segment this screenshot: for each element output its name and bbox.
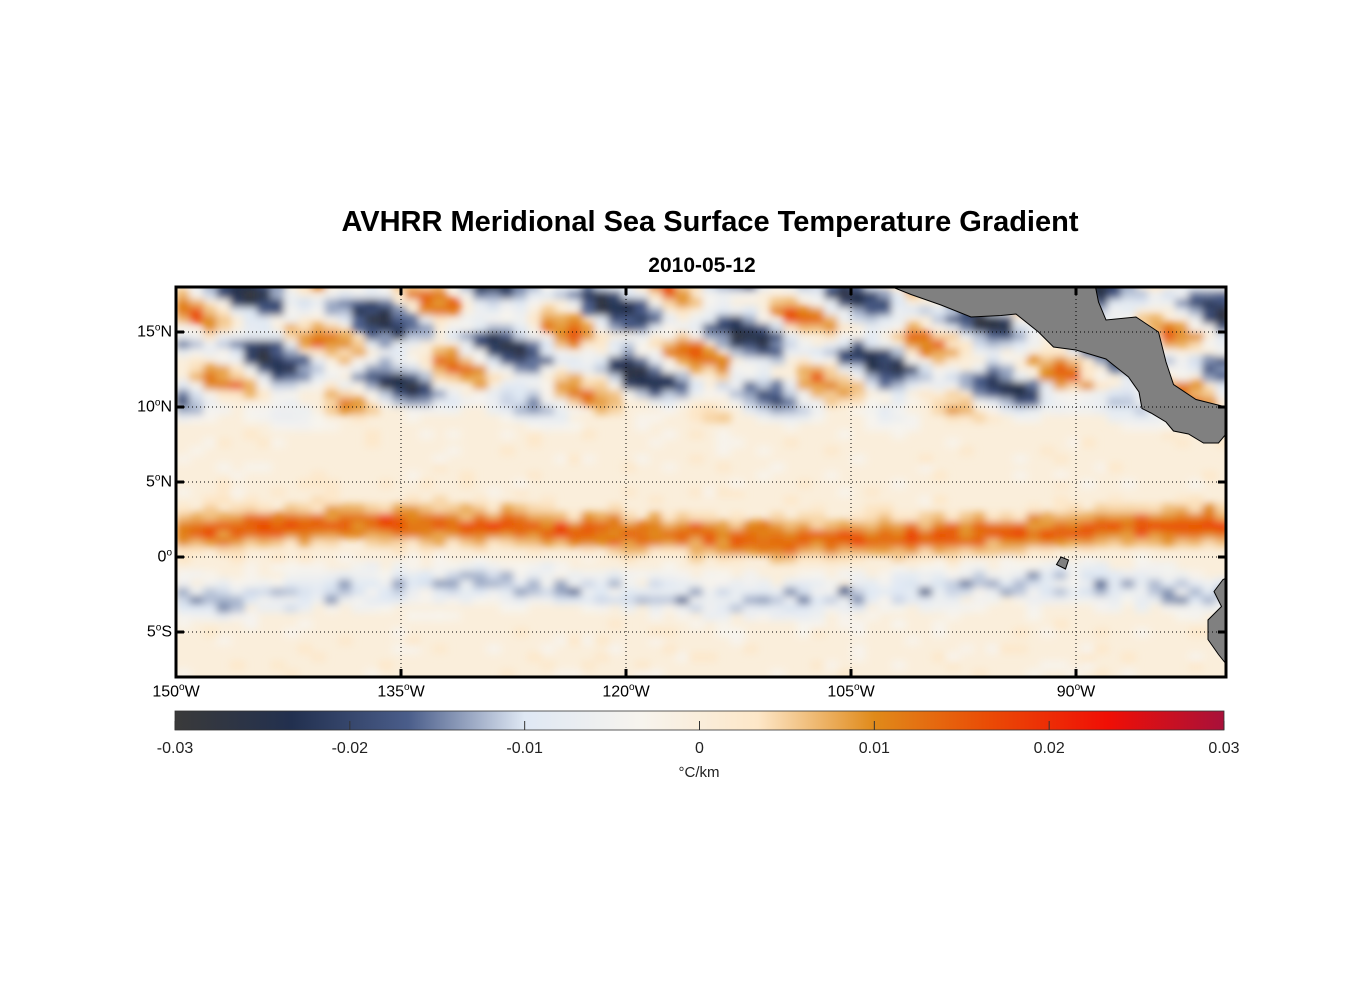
lon-tick-label: 135oW — [377, 682, 425, 701]
lon-tick-label: 90oW — [1056, 682, 1096, 701]
central-america — [890, 287, 1226, 444]
galapagos — [1055, 556, 1070, 570]
colorbar-tick-label: -0.01 — [506, 740, 543, 757]
colorbar-tick-label: 0.03 — [1208, 740, 1240, 757]
lon-tick-label: 120oW — [602, 682, 650, 701]
colorbar-units: °C/km — [678, 764, 720, 781]
colorbar-tick-label: 0.01 — [858, 740, 890, 757]
chart-title: AVHRR Meridional Sea Surface Temperature… — [341, 206, 1079, 238]
colorbar-ticks — [174, 721, 1225, 730]
landmass — [890, 287, 1226, 665]
lat-tick-label: 5oS — [146, 622, 172, 641]
colorbar-tick-label: -0.03 — [156, 740, 194, 757]
lat-tick-label: 15oN — [137, 322, 172, 341]
lon-tick-label: 150oW — [152, 682, 200, 701]
south-america — [1207, 577, 1226, 665]
lat-tick-label: 0o — [157, 547, 172, 566]
graticule — [175, 287, 1226, 677]
axis-ticks — [174, 287, 1226, 677]
colorbar-tick-label: 0.02 — [1033, 740, 1065, 757]
lon-tick-label: 105oW — [827, 682, 875, 701]
colorbar-tick-label: 0 — [695, 740, 704, 757]
lat-tick-label: 10oN — [137, 397, 172, 416]
chart-subtitle: 2010-05-12 — [648, 254, 756, 277]
lat-tick-label: 5oN — [145, 472, 172, 491]
colorbar-tick-label: -0.02 — [331, 740, 369, 757]
